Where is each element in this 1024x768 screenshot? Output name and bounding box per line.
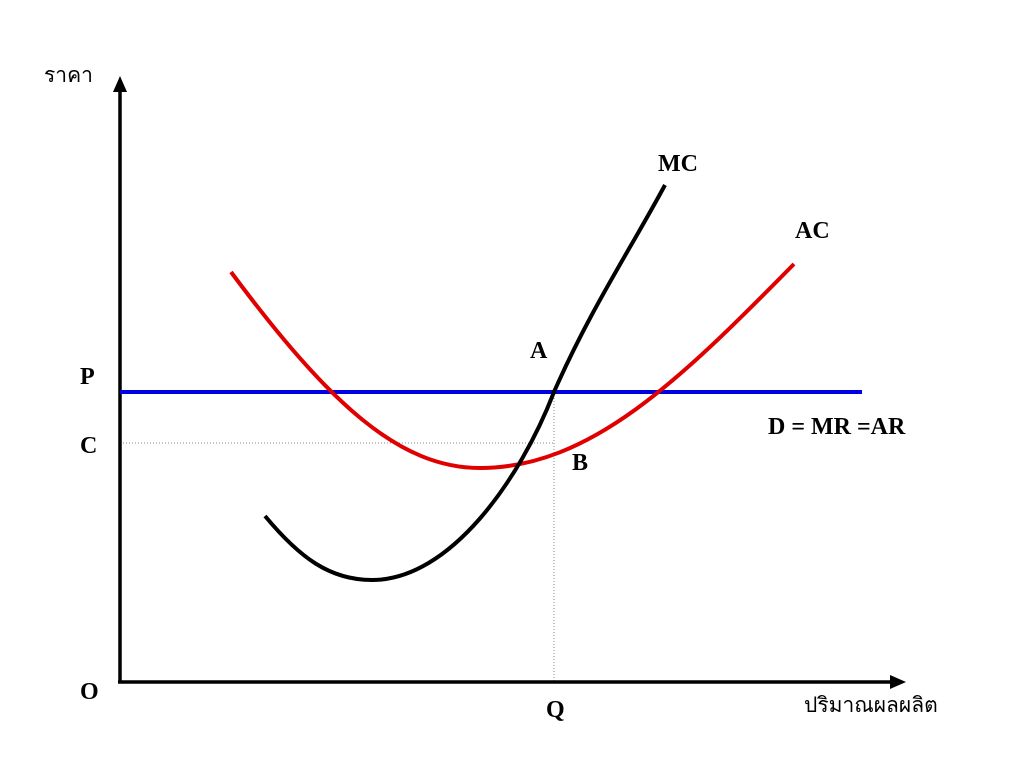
x-axis-arrowhead [890,675,906,689]
demand-line-label: D = MR =AR [768,414,906,440]
mc-curve-label: MC [658,151,698,177]
price-label-p: P [80,364,95,390]
ac-curve [229,262,796,471]
point-a-label: A [530,338,548,364]
ac-curve-label: AC [795,218,830,244]
y-axis-arrowhead [113,76,127,92]
mc-curve [263,184,667,583]
quantity-label-q: Q [546,697,565,723]
cost-label-c: C [80,433,97,459]
point-b-label: B [572,450,588,476]
y-axis-label: ราคา [44,63,93,87]
x-axis-label: ปริมาณผลผลิต [804,693,938,717]
origin-label: O [80,679,99,705]
